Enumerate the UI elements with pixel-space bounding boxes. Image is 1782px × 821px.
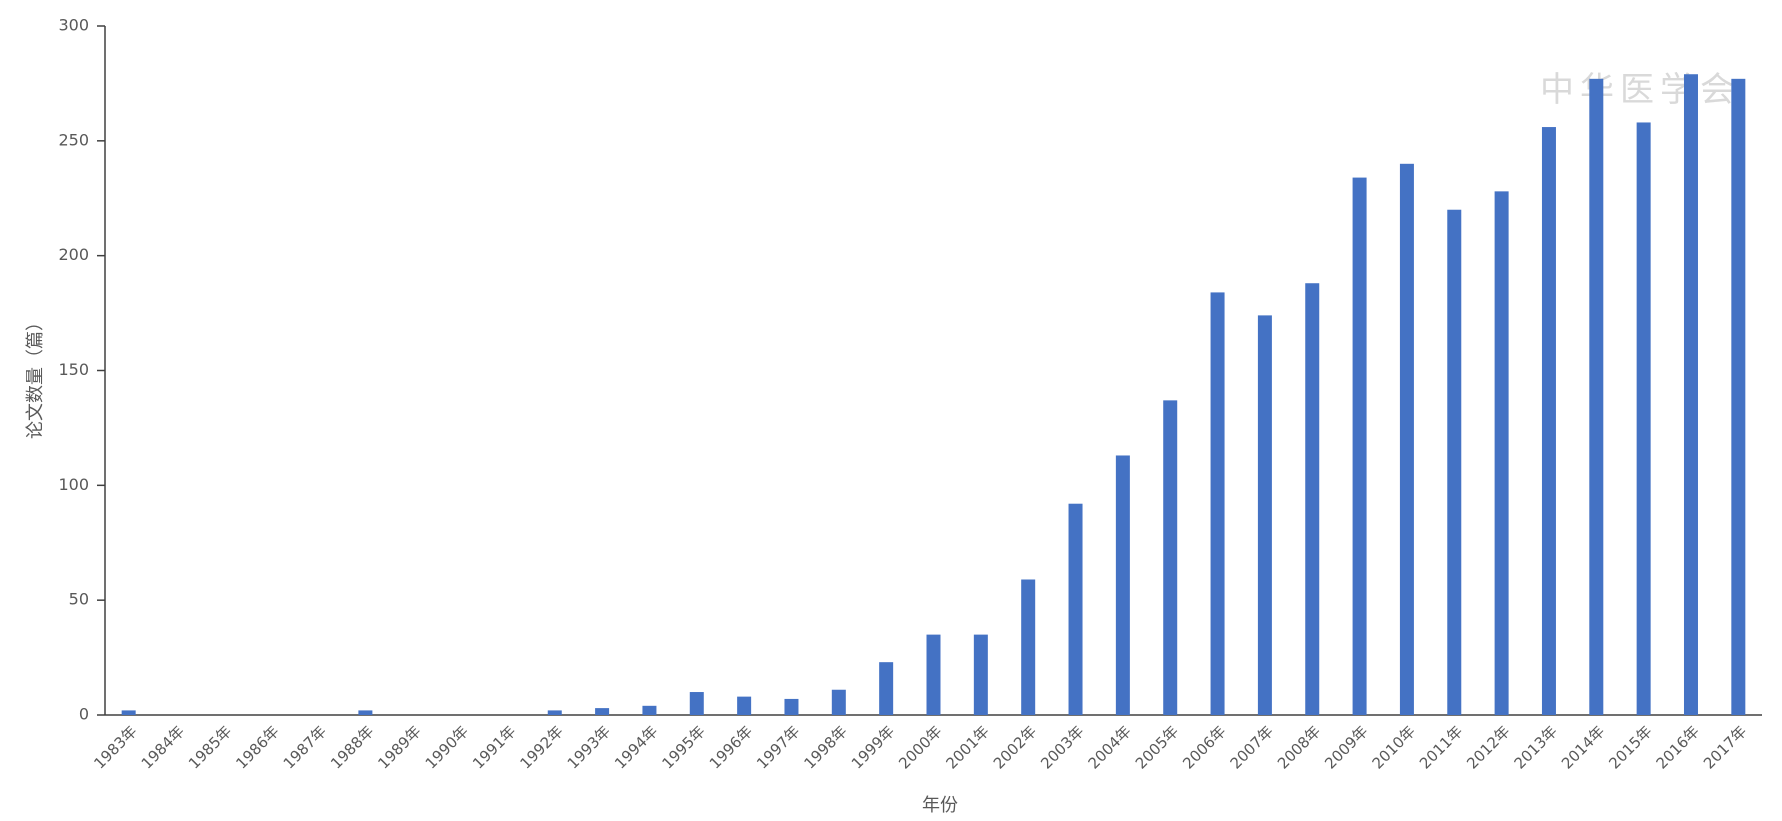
x-tick-label: 1989年 <box>374 722 424 772</box>
x-tick-label: 1992年 <box>516 722 566 772</box>
x-tick-label: 2016年 <box>1653 722 1703 772</box>
x-tick-label: 1983年 <box>90 722 140 772</box>
bar <box>1257 315 1272 715</box>
bar <box>1731 78 1746 715</box>
x-tick-label: 2004年 <box>1085 722 1135 772</box>
bar <box>1305 283 1320 715</box>
x-axis-label: 年份 <box>922 795 958 816</box>
y-tick-label: 250 <box>58 130 89 149</box>
x-tick-label: 2013年 <box>1511 722 1561 772</box>
bar <box>879 662 894 715</box>
x-tick-label: 2011年 <box>1416 722 1466 772</box>
y-tick-label: 200 <box>58 245 89 264</box>
x-tick-label: 1998年 <box>800 722 850 772</box>
bar <box>737 696 752 715</box>
x-tick-label: 2002年 <box>990 722 1040 772</box>
bar <box>1636 122 1651 715</box>
bar <box>1352 177 1367 715</box>
x-tick-label: 2014年 <box>1558 722 1608 772</box>
x-tick-label: 2007年 <box>1227 722 1277 772</box>
x-tick-label: 2010年 <box>1369 722 1419 772</box>
y-tick-label: 300 <box>58 16 89 35</box>
x-tick-label: 1987年 <box>280 722 330 772</box>
x-tick-label: 2000年 <box>895 722 945 772</box>
bar <box>595 708 610 715</box>
x-tick-label: 2008年 <box>1274 722 1324 772</box>
bar <box>1115 455 1130 715</box>
x-tick-label: 2003年 <box>1037 722 1087 772</box>
bar <box>1541 127 1556 715</box>
y-tick-label: 0 <box>79 705 89 724</box>
bar <box>1494 191 1509 716</box>
bar <box>1163 400 1178 715</box>
x-tick-label: 2015年 <box>1605 722 1655 772</box>
x-tick-label: 2005年 <box>1132 722 1182 772</box>
bar <box>358 710 373 715</box>
x-tick-label: 1986年 <box>232 722 282 772</box>
bar <box>831 689 846 715</box>
bar <box>1447 209 1462 715</box>
bar <box>973 634 988 715</box>
x-tick-label: 1991年 <box>469 722 519 772</box>
x-tick-label: 1993年 <box>564 722 614 772</box>
bar <box>1589 78 1604 715</box>
x-tick-label: 2001年 <box>943 722 993 772</box>
bar <box>689 692 704 715</box>
x-tick-label: 1995年 <box>658 722 708 772</box>
x-tick-label: 1996年 <box>706 722 756 772</box>
watermark: 中华医学会 <box>1540 70 1740 110</box>
y-tick-label: 50 <box>69 590 89 609</box>
x-tick-label: 2012年 <box>1463 722 1513 772</box>
y-axis-label: 论文数量（篇） <box>25 313 46 439</box>
bar <box>1068 503 1083 715</box>
bar <box>121 710 136 715</box>
x-tick-label: 1985年 <box>185 722 235 772</box>
bar <box>926 634 941 715</box>
x-tick-label: 1990年 <box>422 722 472 772</box>
y-tick-label: 150 <box>58 360 89 379</box>
bar <box>1399 163 1414 716</box>
x-tick-label: 1994年 <box>611 722 661 772</box>
bar <box>1683 74 1698 716</box>
bar <box>784 698 799 715</box>
x-tick-label: 1999年 <box>848 722 898 772</box>
bar <box>547 710 562 715</box>
x-tick-label: 1988年 <box>327 722 377 772</box>
bar <box>642 705 657 715</box>
x-tick-label: 2017年 <box>1700 722 1750 772</box>
bar <box>1210 292 1225 715</box>
y-tick-label: 100 <box>58 475 89 494</box>
bar <box>1021 579 1036 715</box>
x-tick-label: 2006年 <box>1179 722 1229 772</box>
x-tick-label: 1997年 <box>753 722 803 772</box>
x-tick-label: 2009年 <box>1321 722 1371 772</box>
x-tick-label: 1984年 <box>138 722 188 772</box>
